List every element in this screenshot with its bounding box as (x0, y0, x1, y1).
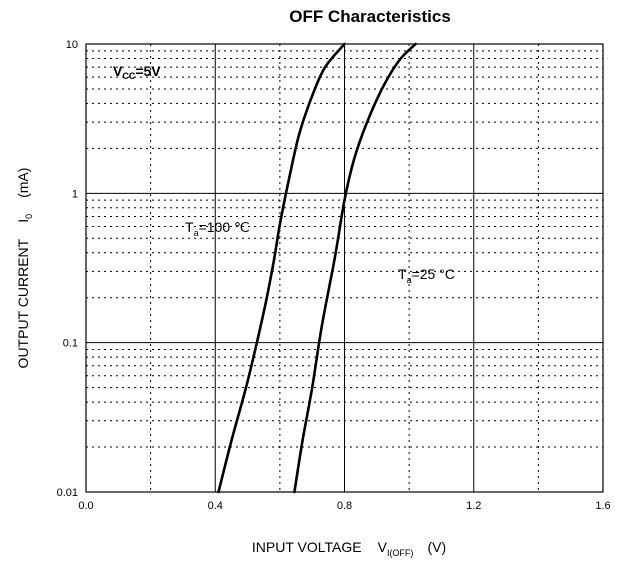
series-label-ta100: Ta=100 ℃ (185, 219, 250, 238)
x-tick-label: 0.0 (78, 500, 93, 512)
ta25-subscript: a (407, 275, 412, 285)
tick-labels: 0.0 0.4 0.8 1.2 1.6 0.01 0.1 1 10 (57, 39, 611, 512)
y-tick-label: 10 (66, 39, 78, 51)
x-axis-main: INPUT VOLTAGE (252, 539, 362, 555)
curves (217, 42, 417, 494)
x-tick-label: 0.8 (337, 500, 352, 512)
vcc-condition-label: VCC=5V (113, 63, 161, 81)
x-axis-unit: (V) (427, 539, 446, 555)
y-tick-label: 0.1 (63, 338, 78, 350)
x-tick-label: 0.4 (208, 500, 223, 512)
ta25-value: =25 °C (412, 266, 455, 282)
x-axis-label: INPUT VOLTAGE VI(OFF) (V) (252, 539, 446, 558)
vcc-subscript: CC (122, 71, 135, 81)
ta100-symbol: T (185, 219, 194, 235)
y-tick-label: 1 (72, 188, 78, 200)
y-tick-label: 0.01 (57, 487, 78, 499)
grid (85, 43, 604, 493)
x-axis-symbol: V (378, 539, 388, 555)
y-axis-unit: (mA) (15, 168, 31, 198)
ta100-subscript: a (194, 228, 199, 238)
ta100-value: =100 ℃ (199, 219, 250, 235)
curve-ta100 (217, 42, 346, 494)
y-axis-symbol: I (15, 219, 31, 223)
series-label-ta25: Ta=25 °C (398, 266, 455, 285)
ta25-symbol: T (398, 266, 407, 282)
y-axis-subscript: 0 (24, 214, 34, 219)
x-tick-label: 1.2 (466, 500, 481, 512)
y-axis-label: OUTPUT CURRENT I0 (mA) (15, 168, 34, 369)
x-axis-subscript: I(OFF) (387, 548, 414, 558)
x-tick-label: 1.6 (595, 500, 610, 512)
y-axis-main: OUTPUT CURRENT (15, 238, 31, 368)
vcc-value: =5V (135, 63, 161, 79)
vcc-symbol: V (113, 63, 123, 79)
curve-ta25 (293, 42, 417, 494)
chart-title: OFF Characteristics (289, 7, 451, 26)
